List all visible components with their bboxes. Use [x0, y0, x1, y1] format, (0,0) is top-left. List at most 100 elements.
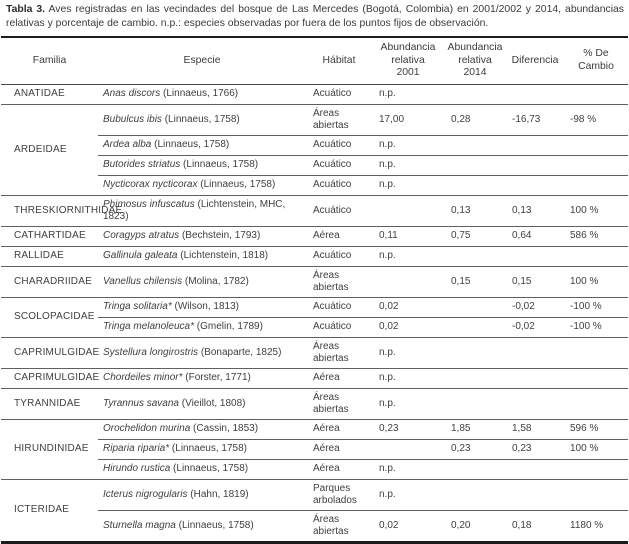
- species-authority: (Gmelin, 1789): [196, 321, 263, 332]
- abundance-2014-cell: [444, 478, 506, 510]
- habitat-cell: Acuático: [306, 316, 372, 337]
- species-name: Gallinula galeata: [103, 250, 178, 261]
- species-cell: Hirundo rustica (Linnaeus, 1758): [98, 458, 306, 479]
- difference-cell: [506, 458, 564, 479]
- percent-change-cell: 100 %: [564, 194, 628, 226]
- abundance-2001-cell: n.p.: [372, 174, 444, 195]
- species-authority: (Lichtenstein, MHC, 1823): [103, 198, 286, 222]
- table-row: Tringa melanoleuca* (Gmelin, 1789) Acuát…: [1, 316, 628, 337]
- difference-cell: [506, 245, 564, 266]
- difference-cell: 1,58: [506, 418, 564, 439]
- abundance-2001-cell: n.p.: [372, 83, 444, 104]
- abundance-2014-cell: [444, 174, 506, 195]
- abundance-2001-cell: n.p.: [372, 154, 444, 175]
- habitat-cell: Aérea: [306, 418, 372, 439]
- table-row: CAPRIMULGIDAE Systellura longirostris (B…: [1, 336, 628, 368]
- table-row: Butorides striatus (Linnaeus, 1758) Acuá…: [1, 154, 628, 175]
- species-name: Chordeiles minor*: [103, 372, 183, 383]
- family-cell: CAPRIMULGIDAE: [1, 336, 99, 368]
- abundance-2001-cell: n.p.: [372, 367, 444, 388]
- species-authority: (Wilson, 1813): [174, 301, 239, 312]
- abundance-2001-cell: 0,02: [372, 509, 444, 542]
- species-name: Sturnella magna: [103, 519, 176, 531]
- difference-cell: -16,73: [506, 103, 564, 135]
- difference-cell: [506, 336, 564, 368]
- table-row: Ardea alba (Linnaeus, 1758) Acuático n.p…: [1, 134, 628, 155]
- species-authority: (Linnaeus, 1766): [163, 88, 239, 99]
- col-header-habitat: Hábitat: [306, 37, 372, 85]
- abundance-2001-cell: [372, 265, 444, 297]
- habitat-cell: Áreas abiertas: [306, 387, 372, 419]
- percent-change-cell: [564, 174, 628, 195]
- abundance-2001-cell: n.p.: [372, 387, 444, 419]
- species-authority: (Linnaeus, 1758): [171, 443, 247, 454]
- header-row: Familia Especie Hábitat Abundancia relat…: [1, 37, 628, 85]
- habitat-cell: Acuático: [306, 134, 372, 155]
- family-cell: ARDEIDAE: [1, 103, 98, 195]
- percent-change-cell: 100 %: [564, 438, 628, 459]
- species-name: Tyrannus savana: [103, 397, 179, 409]
- percent-change-cell: [564, 245, 628, 266]
- habitat-cell: Acuático: [306, 174, 372, 195]
- species-name: Vanellus chilensis: [103, 275, 183, 287]
- abundance-2014-cell: [444, 367, 506, 388]
- caption-text: Aves registradas en las vecindades del b…: [6, 4, 624, 29]
- species-authority: (Linnaeus, 1758): [183, 159, 259, 170]
- abundance-2014-cell: 0,23: [444, 438, 506, 459]
- difference-cell: [506, 174, 564, 195]
- abundance-2001-cell: n.p.: [372, 478, 444, 510]
- difference-cell: 0,23: [506, 438, 564, 459]
- difference-cell: 0,64: [506, 225, 564, 246]
- abundance-2001-cell: 0,11: [372, 225, 444, 246]
- species-name: Ardea alba: [103, 139, 152, 150]
- species-authority: (Bechstein, 1793): [181, 230, 261, 241]
- family-cell: SCOLOPACIDAE: [1, 296, 98, 337]
- table-row: Riparia riparia* (Linnaeus, 1758) Aérea …: [1, 438, 628, 459]
- species-authority: (Cassin, 1853): [193, 423, 259, 434]
- family-cell: ICTERIDAE: [1, 478, 98, 542]
- abundance-2014-cell: 0,15: [444, 265, 506, 297]
- abundance-2001-cell: 0,02: [372, 316, 444, 337]
- percent-change-cell: [564, 134, 628, 155]
- species-name: Bubulcus ibis: [103, 113, 162, 125]
- species-cell: Sturnella magna (Linnaeus, 1758): [98, 509, 306, 542]
- difference-cell: -0,02: [506, 316, 564, 337]
- habitat-cell: Áreas abiertas: [306, 336, 372, 368]
- percent-change-cell: [564, 154, 628, 175]
- col-header-especie: Especie: [98, 37, 306, 85]
- difference-cell: [506, 387, 564, 419]
- abundance-2014-cell: [444, 296, 506, 317]
- species-name: Hirundo rustica: [103, 463, 171, 474]
- species-cell: Bubulcus ibis (Linnaeus, 1758): [98, 103, 306, 135]
- habitat-cell: Áreas abiertas: [306, 509, 372, 542]
- abundance-2014-cell: [444, 245, 506, 266]
- difference-cell: [506, 367, 564, 388]
- percent-change-cell: [564, 336, 628, 368]
- species-name: Anas discors: [103, 88, 161, 99]
- abundance-2001-cell: [372, 194, 444, 226]
- species-cell: Icterus nigrogularis (Hahn, 1819): [98, 478, 306, 510]
- abundance-2014-cell: [444, 336, 506, 368]
- percent-change-cell: [564, 478, 628, 510]
- species-authority: (Hahn, 1819): [190, 488, 249, 500]
- percent-change-cell: [564, 83, 628, 104]
- percent-change-cell: 586 %: [564, 225, 628, 246]
- family-cell: RALLIDAE: [1, 245, 98, 266]
- species-cell: Tyrannus savana (Vieillot, 1808): [98, 387, 306, 419]
- col-header-pct-cambio: % De Cambio: [564, 37, 628, 85]
- species-authority: (Molina, 1782): [184, 275, 249, 287]
- species-name: Butorides striatus: [103, 159, 181, 170]
- habitat-cell: Acuático: [306, 83, 372, 104]
- species-name: Tringa solitaria*: [103, 301, 172, 312]
- table-row: ANATIDAE Anas discors (Linnaeus, 1766) A…: [1, 83, 628, 104]
- abundance-2014-cell: 0,20: [444, 509, 506, 542]
- col-header-abundancia-2001: Abundancia relativa 2001: [372, 37, 444, 85]
- species-authority: (Linnaeus, 1758): [154, 139, 230, 150]
- col-header-familia: Familia: [1, 37, 98, 85]
- table-row: TYRANNIDAE Tyrannus savana (Vieillot, 18…: [1, 387, 628, 419]
- species-cell: Ardea alba (Linnaeus, 1758): [98, 134, 306, 155]
- table-row: ARDEIDAE Bubulcus ibis (Linnaeus, 1758) …: [1, 103, 628, 195]
- table-row: THRESKIORNITHIDAE Phimosus infuscatus (L…: [1, 194, 628, 226]
- table-row: CATHARTIDAE Coragyps atratus (Bechstein,…: [1, 225, 628, 246]
- family-cell: TYRANNIDAE: [1, 387, 98, 419]
